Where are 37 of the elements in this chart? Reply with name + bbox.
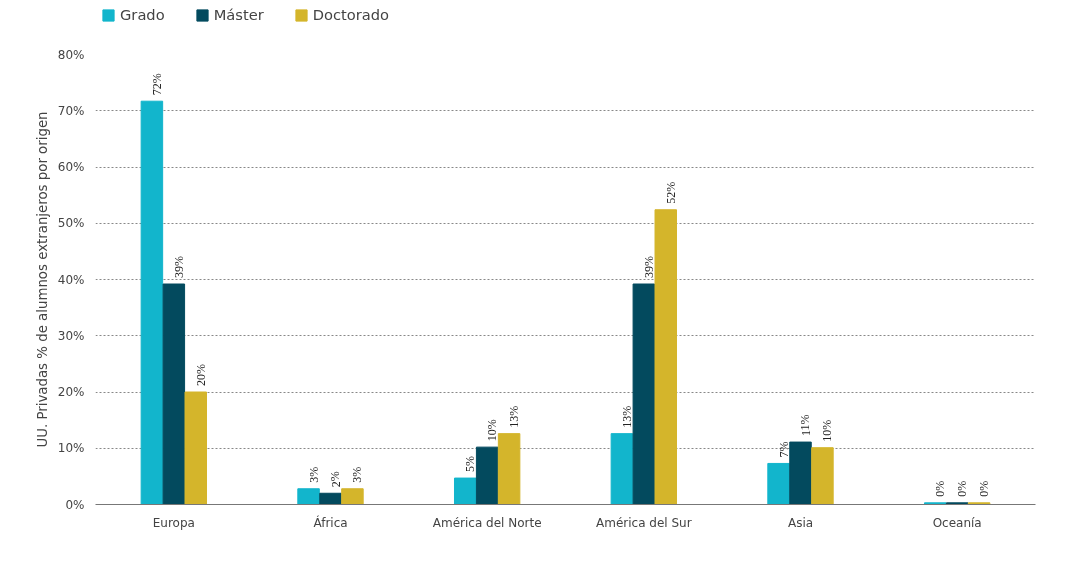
data-label: 7%	[776, 441, 791, 458]
x-tick-label: Asia	[787, 515, 814, 530]
data-label: 13%	[619, 405, 634, 428]
y-tick-label: 0%	[65, 497, 85, 512]
data-label: 3%	[306, 466, 321, 483]
data-label: 20%	[193, 364, 208, 386]
y-tick-label: 20%	[57, 385, 85, 399]
legend-label: Doctorado	[312, 6, 390, 23]
legend-label: Grado	[120, 6, 165, 23]
data-label: 2%	[328, 471, 343, 488]
legend-label: Máster	[213, 6, 264, 23]
data-label: 0%	[955, 480, 970, 497]
data-label: 10%	[485, 419, 500, 442]
data-label: 13%	[507, 405, 522, 428]
data-label: 3%	[350, 466, 365, 483]
data-label: 0%	[977, 480, 992, 497]
data-label: 10%	[820, 419, 835, 442]
data-label: 11%	[798, 414, 813, 437]
x-tick-label: Oceanía	[932, 515, 982, 530]
y-tick-label: 50%	[57, 216, 85, 231]
data-label: 52%	[663, 181, 678, 204]
x-tick-label: Europa	[152, 515, 195, 530]
y-tick-label: 30%	[57, 328, 85, 343]
y-tick-label: 60%	[57, 160, 85, 174]
data-label: 0%	[933, 480, 948, 497]
y-tick-label: 70%	[57, 103, 85, 118]
data-label: 5%	[463, 456, 478, 473]
x-tick-label: América del Norte	[432, 515, 542, 530]
y-axis-title: UU. Privadas % de alumnos extranjeros por origen	[34, 111, 50, 448]
data-label: 39%	[641, 256, 656, 278]
y-tick-label: 40%	[57, 272, 85, 287]
data-label: 39%	[171, 256, 186, 278]
x-tick-label: África	[313, 514, 348, 530]
y-tick-label: 80%	[57, 47, 85, 62]
data-label: 72%	[149, 73, 164, 96]
y-tick-label: 10%	[57, 441, 85, 456]
x-tick-label: América del Sur	[596, 515, 692, 530]
